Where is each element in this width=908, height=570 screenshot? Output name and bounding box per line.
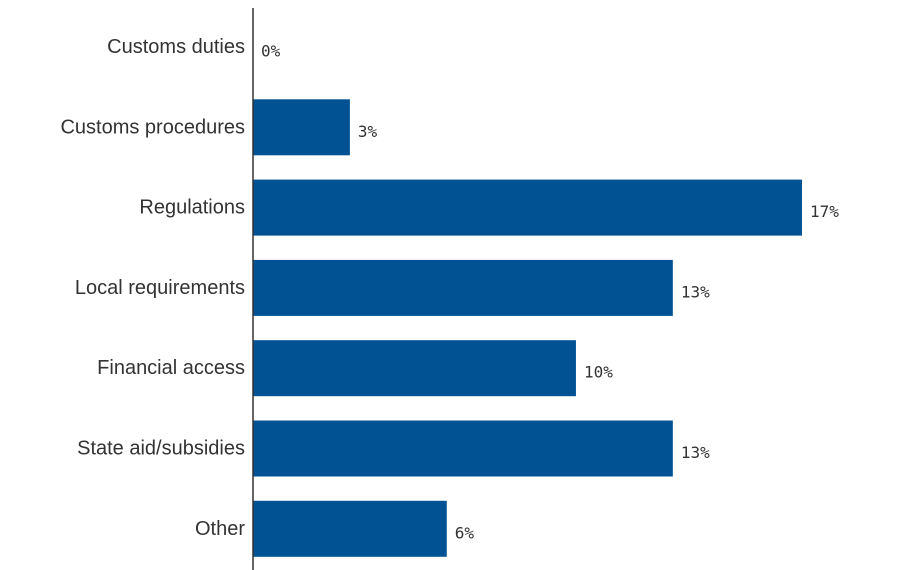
category-label-4: Financial access [97, 357, 245, 379]
category-labels: Customs duties Customs procedures Regulati… [60, 36, 245, 540]
value-label-0: 0% [261, 42, 281, 61]
value-label-4: 10% [584, 363, 613, 382]
bar-3 [253, 259, 673, 316]
bar-1 [253, 99, 350, 156]
category-label-3: Local requirements [75, 277, 245, 299]
value-label-3: 13% [681, 282, 710, 301]
bar-4 [253, 340, 576, 397]
category-label-6: Other [195, 518, 245, 540]
category-label-1: Customs procedures [60, 116, 245, 138]
value-label-5: 13% [681, 443, 710, 462]
category-label-5: State aid/subsidies [77, 438, 245, 460]
bar-6 [253, 500, 447, 557]
bar-2 [253, 179, 802, 236]
value-labels: 0% 3% 17% 13% 10% 13% 6% [261, 42, 839, 543]
value-label-6: 6% [455, 523, 475, 542]
value-label-2: 17% [810, 202, 839, 221]
category-label-2: Regulations [139, 197, 245, 219]
value-label-1: 3% [358, 122, 378, 141]
bar-5 [253, 420, 673, 477]
category-label-0: Customs duties [107, 36, 245, 58]
bar-group [253, 99, 802, 557]
